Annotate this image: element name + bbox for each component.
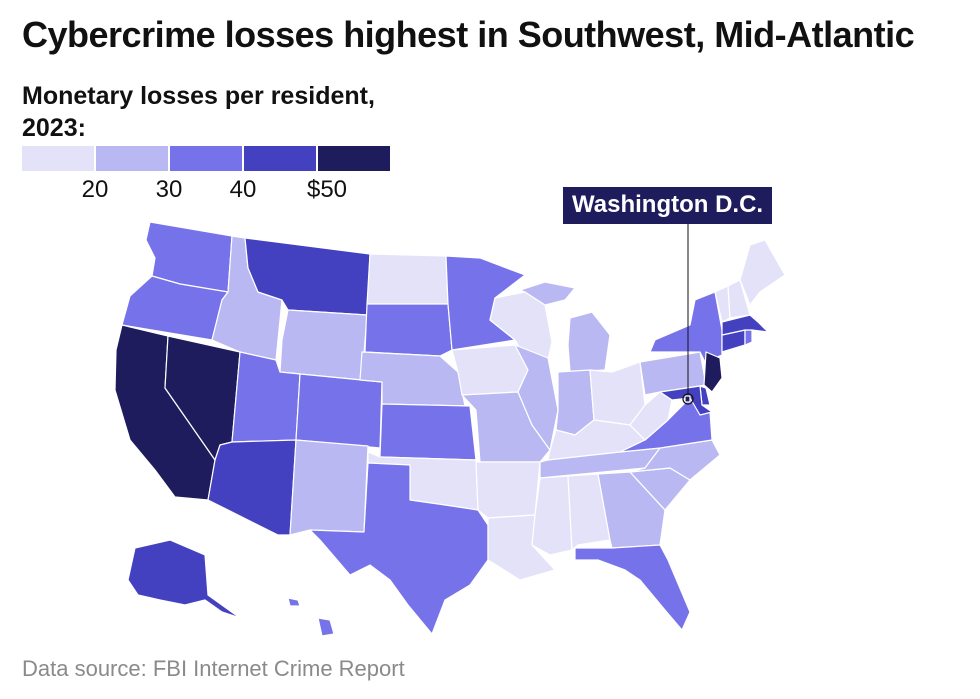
legend-swatch-4	[244, 146, 316, 171]
state-hawaii-islands[interactable]	[287, 597, 301, 607]
legend-swatch-3	[170, 146, 242, 171]
state-new-hampshire[interactable]	[727, 279, 751, 319]
legend-swatch-1	[22, 146, 94, 171]
state-iowa[interactable]	[451, 344, 529, 396]
legend-tick-40: 40	[229, 176, 257, 203]
state-wyoming[interactable]	[279, 309, 368, 381]
legend-title: Monetary losses per resident, 2023:	[22, 82, 375, 142]
state-new-jersey[interactable]	[703, 351, 723, 393]
state-kansas[interactable]	[379, 403, 477, 461]
state-alabama[interactable]	[567, 473, 611, 551]
state-rhode-island[interactable]	[744, 329, 753, 346]
legend-color-scale	[22, 146, 392, 171]
legend-swatch-5	[318, 146, 390, 171]
state-arkansas[interactable]	[475, 461, 541, 519]
dc-callout-label: Washington D.C.	[563, 187, 773, 224]
state-massachusetts[interactable]	[721, 314, 769, 336]
state-new-mexico[interactable]	[289, 439, 369, 536]
state-dc[interactable]	[684, 395, 691, 403]
data-source: Data source: FBI Internet Crime Report	[22, 656, 405, 681]
state-florida[interactable]	[574, 544, 691, 631]
state-hawaii[interactable]	[317, 617, 335, 637]
chart-title: Cybercrime losses highest in Southwest, …	[22, 14, 915, 55]
state-maine[interactable]	[739, 239, 786, 306]
state-illinois[interactable]	[514, 344, 559, 451]
state-maryland[interactable]	[659, 385, 713, 416]
state-michigan-upper[interactable]	[519, 281, 576, 306]
state-north-dakota[interactable]	[366, 253, 449, 305]
state-alaska[interactable]	[127, 539, 241, 619]
legend-tick-50: $50	[306, 176, 348, 203]
state-texas[interactable]	[309, 462, 489, 635]
state-michigan[interactable]	[567, 311, 611, 373]
legend-swatch-2	[96, 146, 168, 171]
state-colorado[interactable]	[295, 373, 383, 449]
state-south-dakota[interactable]	[364, 303, 453, 357]
state-new-york[interactable]	[649, 291, 723, 363]
legend-tick-20: 20	[81, 176, 109, 203]
legend-tick-30: 30	[155, 176, 183, 203]
state-arizona[interactable]	[207, 439, 297, 536]
